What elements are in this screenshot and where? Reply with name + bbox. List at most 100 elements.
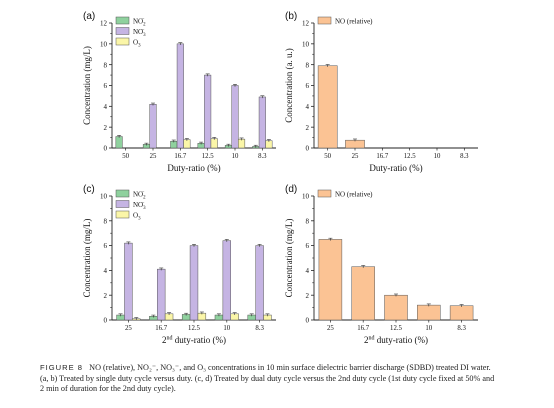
- x-tick-label: 16.7: [174, 153, 186, 160]
- x-tick-label: 12.5: [390, 325, 402, 332]
- x-tick-label: 25: [150, 153, 157, 160]
- legend-swatch: [115, 16, 130, 25]
- caption-line-2: (a, b) Treated by single duty cycle vers…: [40, 373, 495, 383]
- bar: [449, 305, 474, 321]
- bar: [176, 43, 184, 149]
- x-tick-label: 16.7: [155, 325, 167, 332]
- x-tick-label: 8.3: [258, 153, 267, 160]
- bar: [115, 136, 123, 149]
- x-tick-label: 10: [434, 153, 441, 160]
- y-axis-label: Concentration (mg/L): [284, 219, 294, 298]
- legend-swatch: [115, 189, 130, 198]
- y-tick-label: 12: [100, 20, 108, 28]
- y-tick-label: 12: [302, 20, 310, 28]
- x-tick-label: 16.7: [357, 325, 369, 332]
- x-tick-label: 16.7: [376, 153, 388, 160]
- y-tick-label: 2: [104, 292, 108, 300]
- legend-label: NO3−: [133, 28, 146, 38]
- y-tick-label: 10: [100, 193, 108, 201]
- x-tick-label: 25: [352, 153, 359, 160]
- y-tick-label: 8: [306, 217, 310, 225]
- bar: [204, 74, 212, 149]
- bar: [417, 304, 441, 321]
- panel-label: (a): [83, 11, 95, 22]
- bar: [351, 266, 375, 321]
- x-axis-label: Duty-ratio (%): [369, 163, 422, 173]
- x-tick-label: 8.3: [457, 325, 466, 332]
- caption-line-1: FIGURE 8 NO (relative), NO₂⁻, NO₃⁻, and …: [40, 363, 546, 374]
- y-tick-label: 4: [306, 103, 310, 111]
- y-tick-label: 0: [104, 317, 108, 325]
- y-tick-label: 10: [302, 40, 310, 48]
- x-tick-label: 12.5: [202, 153, 214, 160]
- x-tick-label: 8.3: [460, 153, 469, 160]
- bar: [318, 239, 343, 321]
- bar: [210, 138, 218, 149]
- legend-swatch: [115, 210, 130, 219]
- y-tick-label: 4: [306, 267, 310, 275]
- panel-label: (c): [83, 184, 95, 195]
- bar: [238, 138, 246, 149]
- legend-swatch: [115, 27, 130, 35]
- caption-label: FIGURE 8: [40, 363, 84, 372]
- y-tick-label: 0: [306, 317, 310, 325]
- legend-label: O3: [133, 39, 141, 49]
- x-tick-label: 50: [324, 153, 331, 160]
- bar: [183, 139, 191, 149]
- y-tick-label: 4: [104, 103, 108, 111]
- legend-swatch: [115, 37, 130, 46]
- y-tick-label: 0: [104, 145, 108, 153]
- chart-panel-d: 0 2 4 6 8 10 (d) Concentration (mg/L) 2nd duty-r…: [284, 184, 478, 345]
- panel-label: (d): [285, 184, 297, 195]
- chart-panel-a: 0 2 4 6 8 10 12 (a) Concentration (mg/L) Duty-rat…: [82, 11, 276, 173]
- bar: [157, 268, 166, 321]
- y-tick-label: 10: [100, 40, 108, 48]
- x-tick-label: 8.3: [255, 325, 264, 332]
- legend-label: NO3−: [133, 201, 146, 211]
- legend-swatch: [115, 200, 130, 208]
- x-tick-label: 25: [327, 325, 334, 332]
- bar: [222, 240, 231, 321]
- y-tick-label: 2: [306, 124, 310, 132]
- bar: [384, 294, 408, 321]
- legend-label: NO (relative): [335, 191, 373, 199]
- legend-label: NO (relative): [335, 18, 373, 26]
- y-axis-label: Concentration (mg/L): [82, 46, 92, 125]
- bar: [317, 65, 338, 149]
- x-tick-label: 10: [223, 325, 230, 332]
- x-tick-label: 12.5: [188, 325, 200, 332]
- y-axis-label: Concentration (a. u.): [284, 48, 294, 122]
- y-tick-label: 4: [104, 267, 108, 275]
- x-tick-label: 25: [125, 325, 132, 332]
- y-tick-label: 0: [306, 145, 310, 153]
- legend-label: O3: [133, 212, 141, 222]
- x-axis-label: 2nd duty-ratio (%): [364, 335, 428, 345]
- bar: [255, 245, 264, 321]
- caption-line-3: 2 min of duration for the 2nd duty cycle…: [40, 384, 176, 394]
- bar: [231, 85, 239, 149]
- x-tick-label: 50: [122, 153, 129, 160]
- y-tick-label: 10: [302, 193, 310, 201]
- x-axis-label: Duty-ratio (%): [167, 163, 220, 173]
- x-tick-label: 10: [425, 325, 432, 332]
- bar: [258, 96, 266, 149]
- x-axis-label: 2nd duty-ratio (%): [162, 335, 226, 345]
- y-tick-label: 8: [104, 61, 108, 69]
- y-tick-label: 8: [104, 217, 108, 225]
- y-tick-label: 6: [306, 242, 310, 250]
- legend-swatch: [317, 189, 332, 198]
- bar: [149, 104, 157, 149]
- bar: [189, 245, 199, 321]
- figure-caption: FIGURE 8 NO (relative), NO₂⁻, NO₃⁻, and …: [40, 363, 546, 395]
- y-tick-label: 6: [306, 82, 310, 90]
- panel-label: (b): [285, 11, 297, 22]
- y-tick-label: 2: [306, 292, 310, 300]
- chart-panel-b: 0 2 4 6 8 10 12 (b) Concentration (a. u.) Duty-ra…: [284, 11, 478, 173]
- x-tick-label: 10: [232, 153, 239, 160]
- legend-swatch: [317, 16, 332, 25]
- y-tick-label: 8: [306, 61, 310, 69]
- legend-label: NO2−: [133, 191, 146, 201]
- y-tick-label: 6: [104, 82, 108, 90]
- caption-text-1: NO (relative), NO₂⁻, NO₃⁻, and O₃ concen…: [89, 363, 491, 372]
